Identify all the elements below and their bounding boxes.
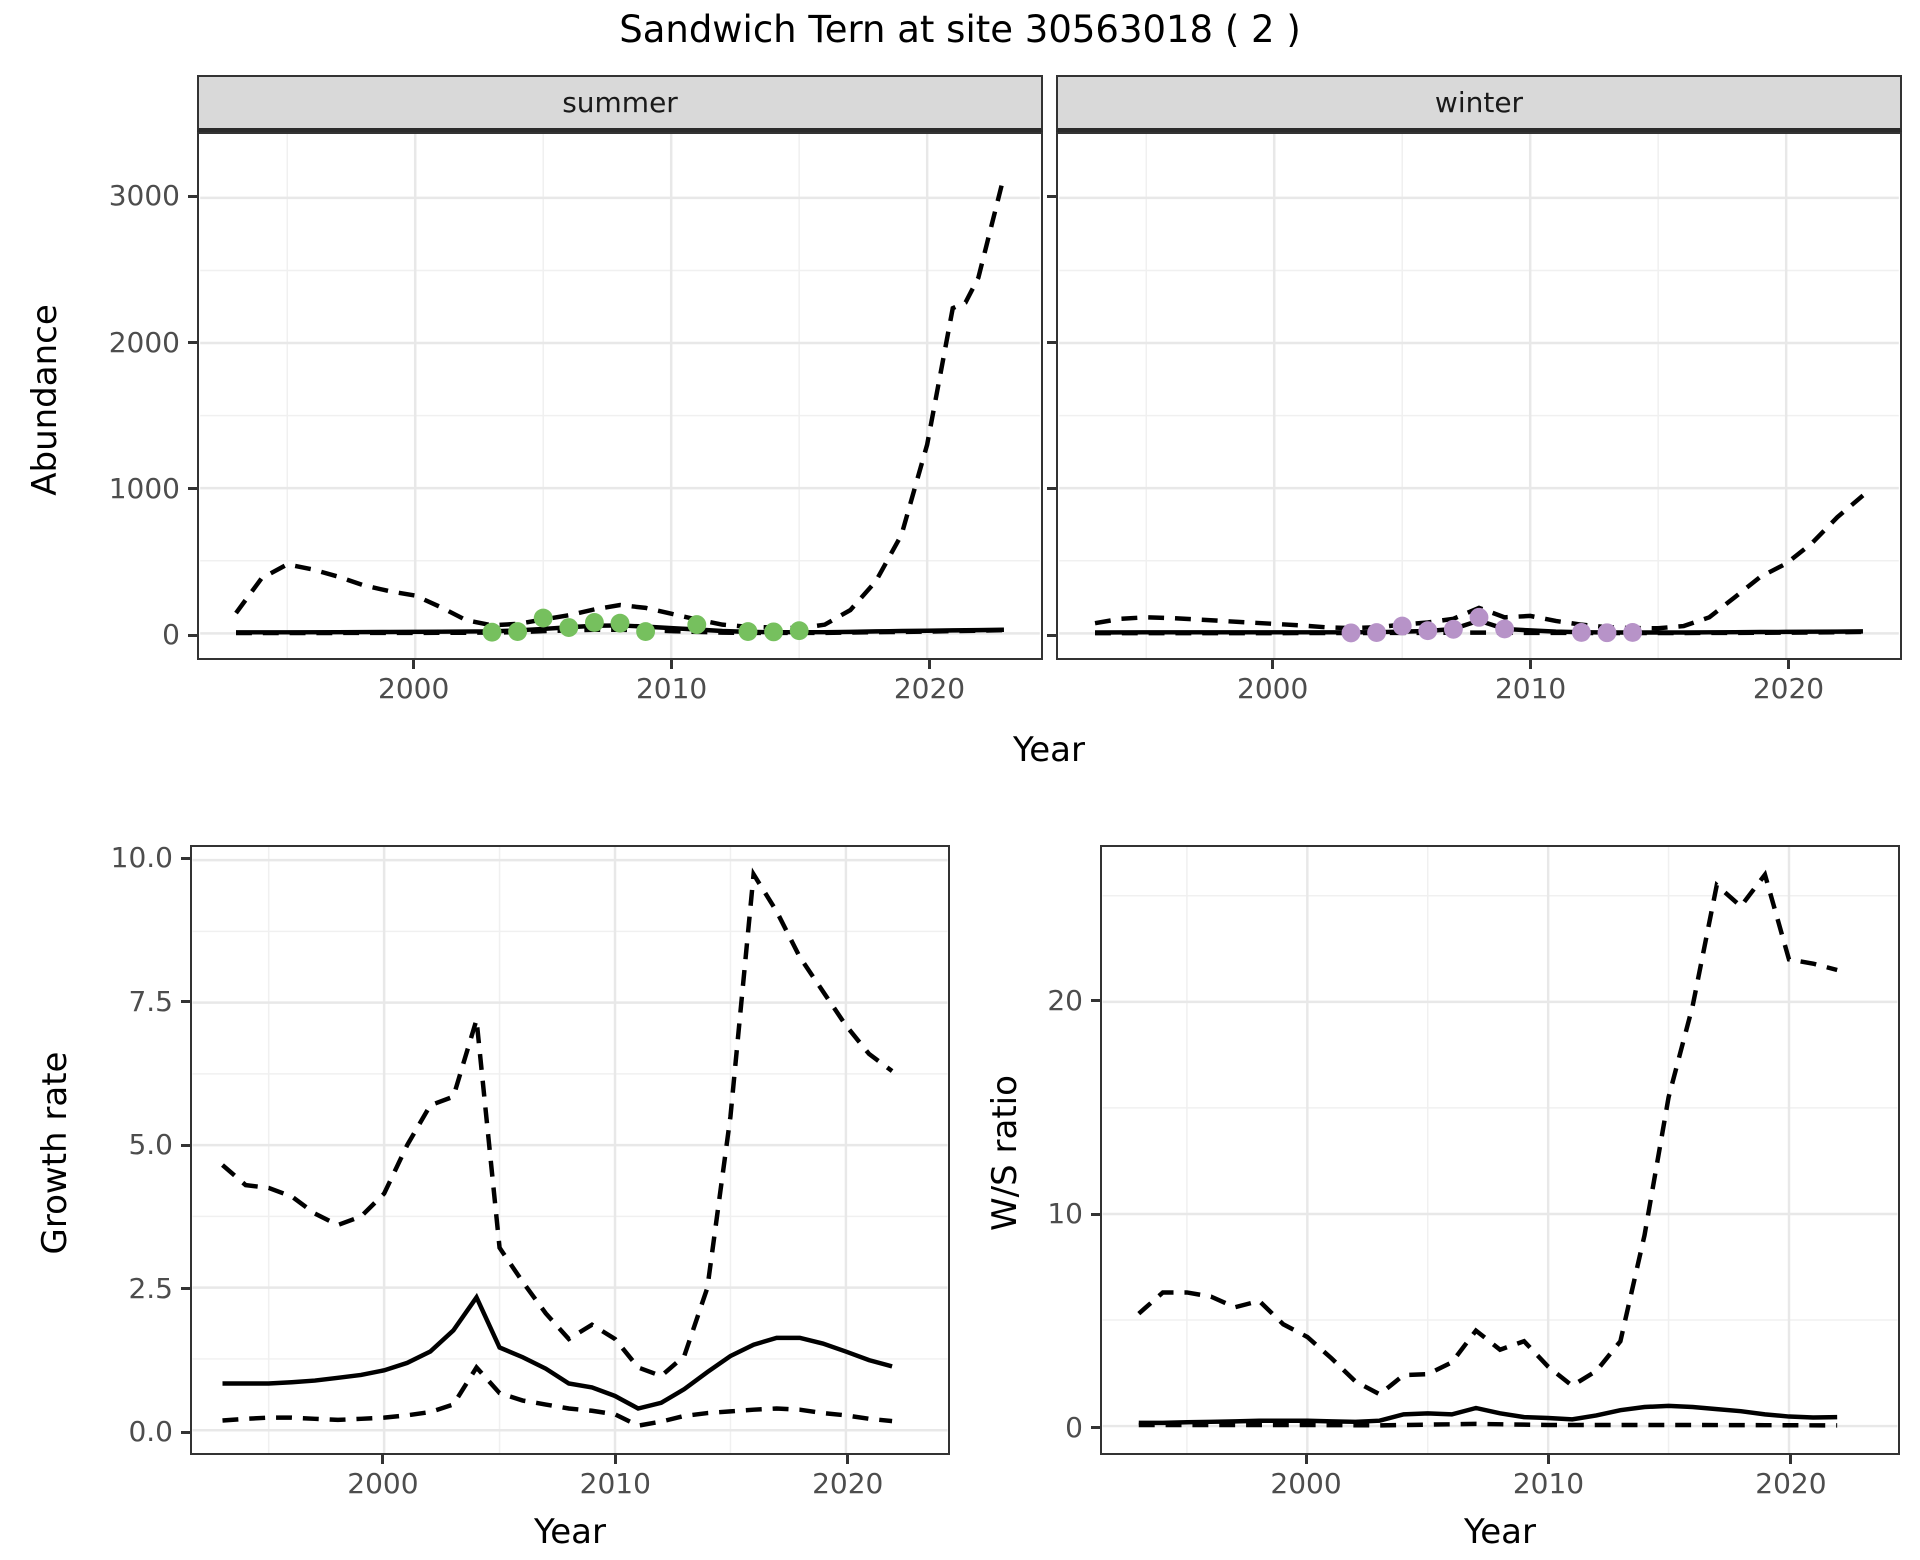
x-tick-mark [412,660,416,669]
x-tick-label: 2020 [893,672,966,705]
facet-strip-winter-label: winter [1434,86,1524,119]
growth-rate-lower-ci-line [222,1363,893,1429]
x-tick-mark [1529,660,1533,669]
y-tick-mark [188,633,197,637]
x-tick-label: 2000 [378,672,450,705]
observation-point [1418,621,1438,641]
ws-ratio-upper-ci-line [1137,869,1838,1397]
observation-point [687,615,707,635]
x-tick-mark [928,660,931,669]
x-axis-title-year-bottom-left: Year [534,1512,606,1552]
y-tick-mark [181,856,190,860]
y-tick-mark [188,487,197,491]
facet-strip-summer: summer [197,75,1043,132]
x-tick-mark [846,1455,850,1464]
x-tick-mark [1271,660,1275,669]
x-tick-mark [1304,1455,1308,1464]
y-tick-mark [1091,999,1100,1003]
y-tick-mark [1047,633,1056,637]
x-tick-mark [613,1455,617,1464]
observation-point [1597,623,1617,643]
ws-ratio-estimate-line [1138,1403,1838,1426]
observation-point [610,613,630,633]
y-axis-title-abundance: Abundance [25,304,65,496]
x-tick-label: 2000 [1237,672,1309,705]
observation-point [738,622,758,642]
y-tick-label: 20 [1047,983,1083,1017]
observation-point [1495,619,1515,639]
x-tick-label: 2020 [1752,672,1825,705]
x-tick-label: 2010 [1512,1467,1585,1500]
observation-point [764,622,784,642]
y-tick-label: 7.5 [128,984,173,1018]
observation-point [1392,616,1412,636]
y-tick-mark [181,1000,190,1004]
abundance-winter-panel [1056,132,1902,660]
observation-point [559,618,579,637]
ws-ratio-panel [1100,845,1900,1455]
observation-point [1469,607,1489,627]
growth-rate-estimate-line [222,1292,893,1411]
y-tick-label: 0 [162,618,180,652]
x-tick-label: 2000 [347,1467,419,1500]
observation-point [482,622,502,642]
growth-rate-upper-ci-line [221,867,894,1379]
x-tick-mark [670,660,674,669]
observation-point [636,622,656,642]
growth-rate-panel [190,845,950,1455]
y-tick-label: 0.0 [128,1415,173,1449]
y-tick-mark [181,1143,190,1147]
y-tick-label: 0 [1065,1410,1083,1444]
x-tick-label: 2010 [579,1467,651,1500]
y-tick-mark [1047,341,1056,345]
facet-strip-winter: winter [1056,75,1902,132]
x-tick-mark [1546,1455,1550,1464]
observation-point [789,621,809,641]
x-tick-label: 2010 [1494,672,1567,705]
x-tick-mark [381,1455,385,1464]
observation-point [1341,623,1361,643]
y-tick-mark [188,341,197,345]
x-tick-mark [1787,660,1790,669]
observation-point [1443,619,1463,639]
abundance-winter-upper-ci-line [1094,493,1865,631]
y-tick-label: 5.0 [128,1128,173,1162]
y-tick-label: 1000 [108,471,180,505]
abundance-summer-panel [197,132,1043,660]
y-tick-label: 2.5 [128,1271,173,1305]
y-tick-label: 10 [1047,1197,1083,1231]
y-tick-label: 10.0 [110,841,173,875]
x-tick-label: 2020 [1755,1467,1827,1500]
y-tick-mark [1091,1212,1100,1216]
abundance-summer-upper-ci-line [234,175,1007,631]
y-tick-mark [181,1430,190,1434]
y-tick-mark [188,194,197,198]
y-tick-mark [181,1287,190,1291]
abundance-winter-lower-ci-line [1095,629,1863,636]
facet-strip-summer-label: summer [562,86,678,119]
observation-point [508,622,528,642]
y-tick-mark [1047,194,1056,198]
x-tick-mark [1789,1455,1793,1464]
x-tick-label: 2010 [635,672,708,705]
x-tick-label: 2020 [812,1467,884,1500]
observation-point [1571,623,1591,642]
y-tick-label: 3000 [108,179,180,213]
x-tick-label: 2000 [1270,1467,1342,1500]
y-tick-mark [1047,487,1056,491]
x-axis-title-year-bottom-right: Year [1464,1512,1536,1552]
abundance-summer-estimate-line [236,623,1005,635]
observation-point [1623,623,1643,642]
abundance-winter-estimate-line [1095,618,1863,635]
observation-point [533,608,553,628]
observation-point [584,613,604,632]
y-tick-mark [1091,1426,1100,1430]
y-tick-label: 2000 [108,325,180,359]
chart-title: Sandwich Tern at site 30563018 ( 2 ) [619,8,1301,51]
x-axis-title-year-top: Year [1013,730,1085,770]
observation-point [1367,623,1387,643]
